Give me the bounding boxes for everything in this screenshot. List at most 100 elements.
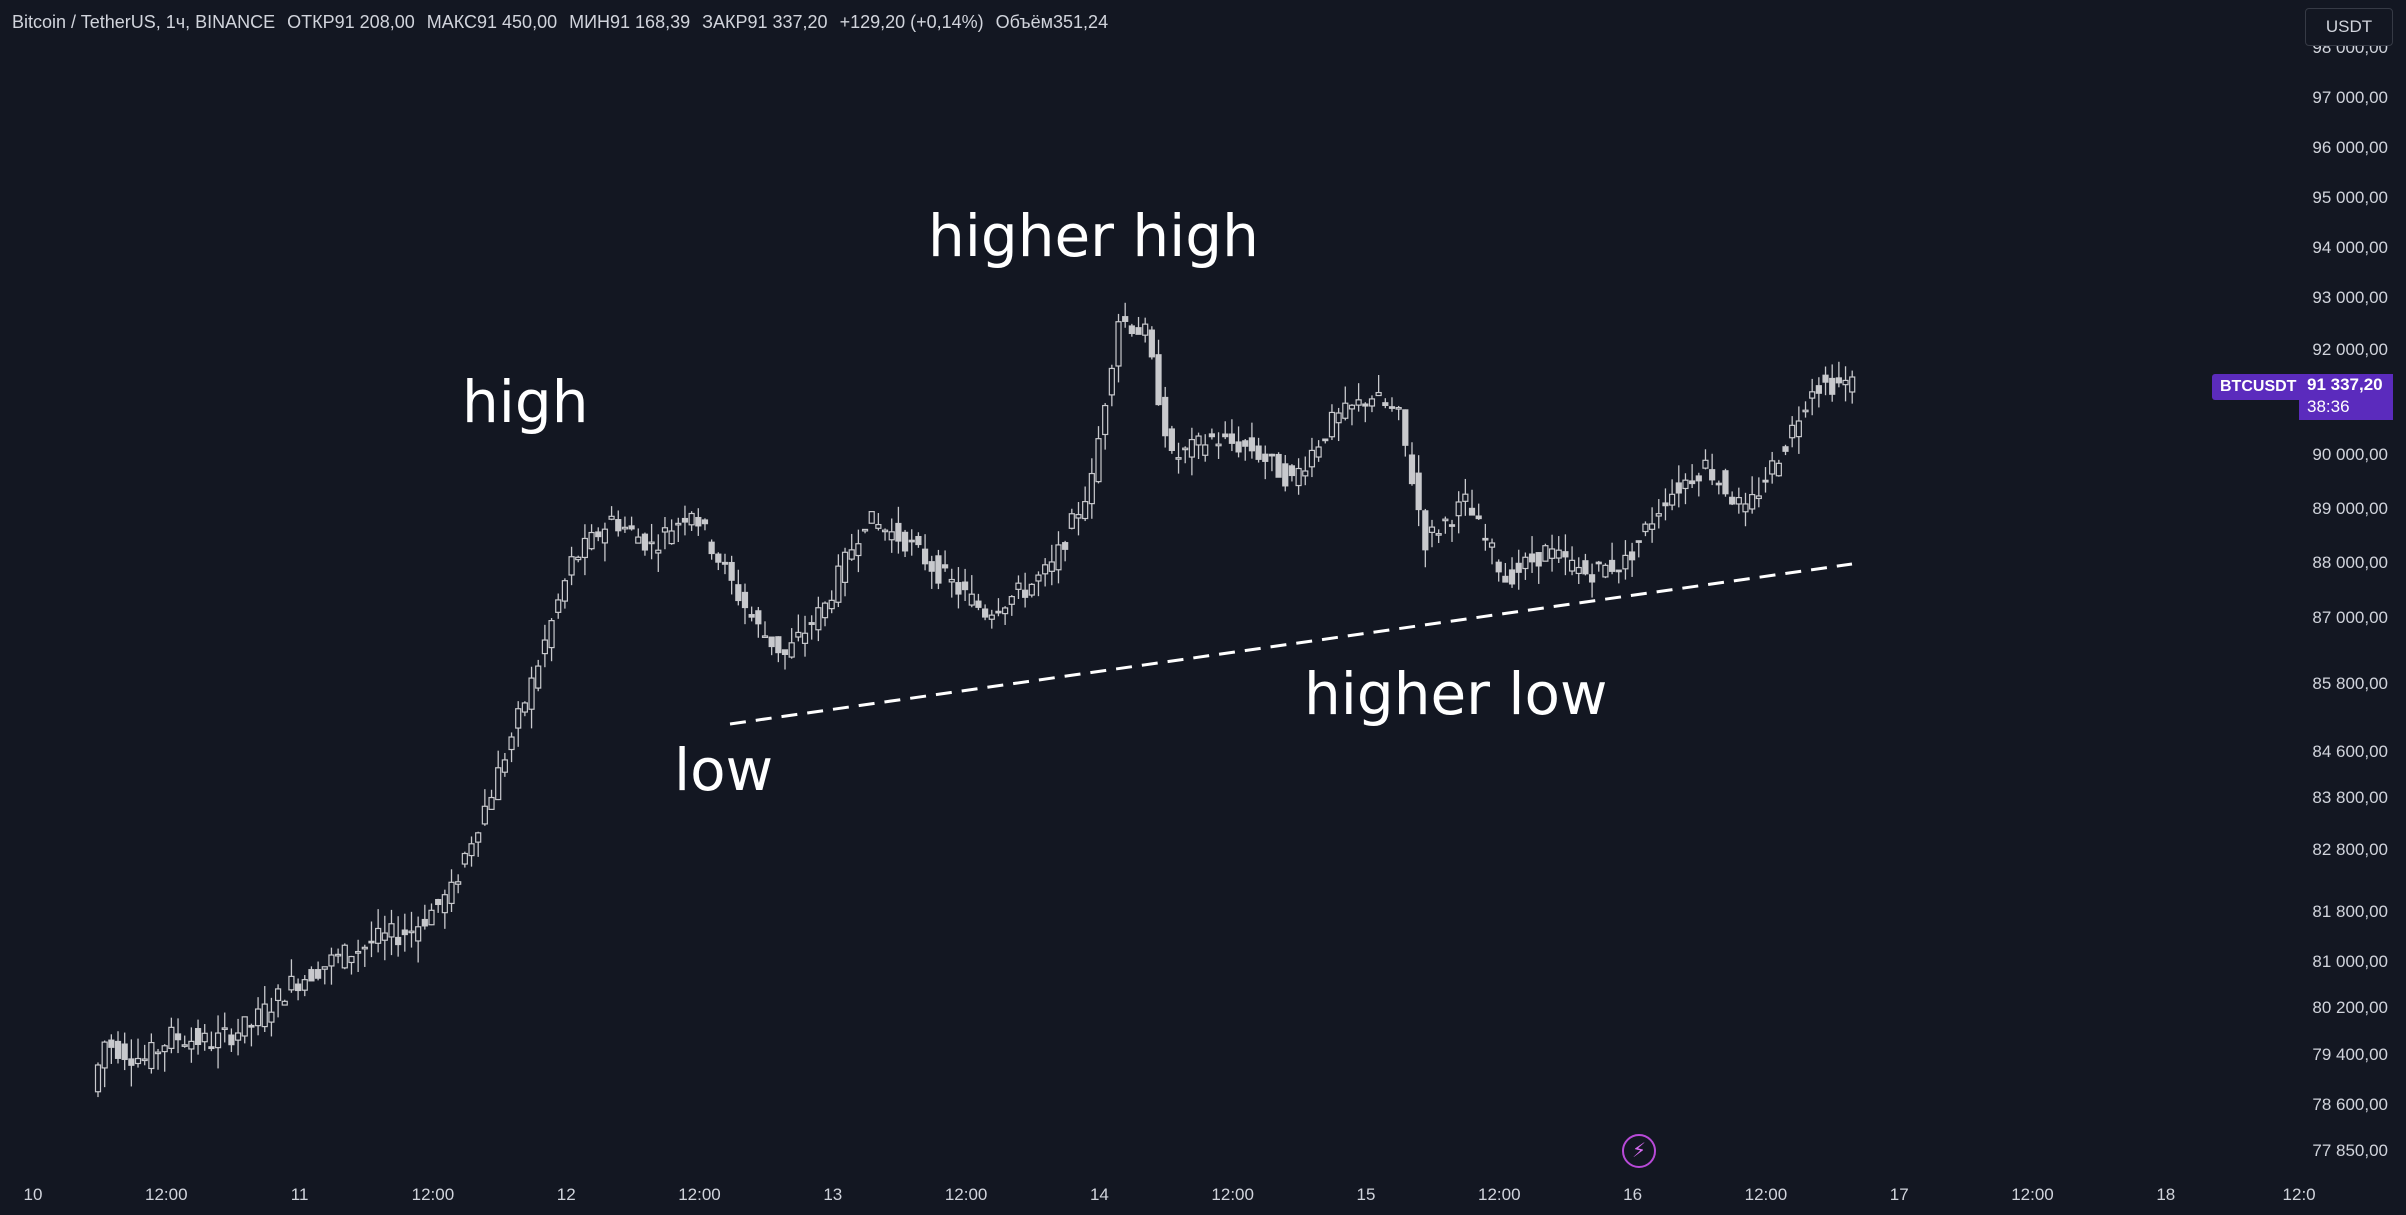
candle-body [1048, 561, 1055, 572]
candle-body [815, 607, 822, 631]
candle-body [1695, 475, 1702, 482]
candle-body [1555, 549, 1562, 559]
candle-body [1815, 385, 1822, 394]
annotation-higher-low: higher low [1304, 660, 1607, 728]
candle-body [1082, 501, 1089, 520]
candle-body [1495, 561, 1502, 573]
candle-body [295, 983, 302, 992]
candle-body [708, 541, 715, 555]
candle-body [968, 593, 975, 606]
time-axis-label: 10 [24, 1185, 43, 1204]
candle-body [1108, 367, 1115, 396]
candle-body [248, 1024, 255, 1028]
legend-symbol[interactable]: Bitcoin / TetherUS, 1ч, BINANCE [12, 12, 276, 32]
candle-body [1362, 403, 1369, 407]
candle-body [495, 767, 502, 801]
candle-body [795, 631, 802, 638]
candle-body [1795, 420, 1802, 438]
candle-body [915, 535, 922, 546]
candle-body [181, 1044, 188, 1047]
candle-body [1088, 472, 1095, 505]
candle-body [1842, 379, 1849, 386]
candle-body [641, 533, 649, 551]
candle-body [741, 591, 749, 609]
time-axis-label: 12:00 [2011, 1185, 2054, 1204]
candle-body [261, 1003, 268, 1028]
candle-body [1749, 493, 1756, 510]
candle-body [928, 561, 935, 572]
candle-body [268, 1011, 275, 1023]
candle-body [1388, 406, 1396, 409]
candle-body [801, 632, 809, 644]
candle-body [1295, 467, 1302, 487]
candle-body [94, 1064, 102, 1093]
time-axis-label: 16 [1623, 1185, 1642, 1204]
candle-body [154, 1051, 162, 1055]
candle-body [281, 1000, 288, 1006]
candle-body [501, 759, 508, 773]
candle-body [1242, 440, 1249, 447]
time-axis-label: 12:00 [412, 1185, 455, 1204]
time-axis-label: 15 [1357, 1185, 1376, 1204]
candle-body [441, 894, 448, 914]
candle-body [1175, 457, 1182, 460]
candle-body [228, 1034, 235, 1046]
candle-body [108, 1039, 115, 1048]
candle-body [1849, 376, 1856, 393]
candle-body [194, 1028, 202, 1046]
time-axis: 10 12:00 11 12:00 12 12:00 13 12:00 14 12:00 15 12:… [24, 1185, 2316, 1204]
candle-body [888, 531, 895, 541]
annotation-higher-high: higher high [928, 202, 1259, 270]
candle-body [548, 620, 555, 649]
candle-body [1562, 551, 1569, 558]
candle-body [535, 665, 542, 689]
candle-body [901, 531, 909, 552]
candle-body [588, 531, 595, 550]
candle-body [361, 946, 368, 950]
candle-body [1595, 561, 1602, 565]
candle-body [1502, 575, 1509, 583]
candle-body [675, 522, 682, 526]
candle-body [421, 918, 428, 927]
candle-body [635, 536, 642, 544]
candle-body [1822, 374, 1829, 383]
candle-body [1628, 551, 1636, 561]
price-axis-label: 84 600,00 [2312, 742, 2388, 761]
candle-body [335, 953, 342, 957]
candle-body [114, 1040, 122, 1059]
time-axis-label: 12:00 [145, 1185, 188, 1204]
candle-body [355, 950, 362, 954]
candle-body [1255, 445, 1262, 460]
candle-body [541, 639, 548, 655]
candle-body [214, 1032, 222, 1049]
legend-high: МАКС91 450,00 [426, 12, 558, 32]
price-axis-label: 81 800,00 [2312, 902, 2388, 921]
currency-button[interactable]: USDT [2305, 8, 2393, 46]
candle-body [1402, 409, 1409, 446]
candle-body [1669, 493, 1676, 506]
candle-body [315, 969, 322, 979]
bolt-icon[interactable]: ⚡ [1622, 1134, 1656, 1168]
price-axis-label: 87 000,00 [2312, 608, 2388, 627]
candle-body [1102, 404, 1109, 436]
candle-body [995, 610, 1002, 614]
candle-body [628, 525, 635, 530]
legend-change: +129,20 (+0,14%) [839, 12, 984, 32]
candle-body [1735, 497, 1742, 505]
candle-body [961, 581, 969, 591]
candle-body [655, 549, 662, 554]
candle-body [955, 582, 962, 595]
time-axis-label: 12:00 [1478, 1185, 1521, 1204]
ohlc-legend: Bitcoin / TetherUS, 1ч, BINANCE ОТКР91 2… [12, 12, 1108, 33]
candle-body [568, 556, 575, 576]
candle-body [221, 1027, 228, 1031]
candle-body [1042, 564, 1049, 575]
candle-body [935, 555, 942, 584]
candle-body [1328, 411, 1336, 438]
candle-body [861, 528, 869, 532]
candle-body [1008, 596, 1015, 605]
time-axis-label: 13 [823, 1185, 842, 1204]
candle-body [661, 527, 669, 533]
candle-body [508, 736, 515, 751]
